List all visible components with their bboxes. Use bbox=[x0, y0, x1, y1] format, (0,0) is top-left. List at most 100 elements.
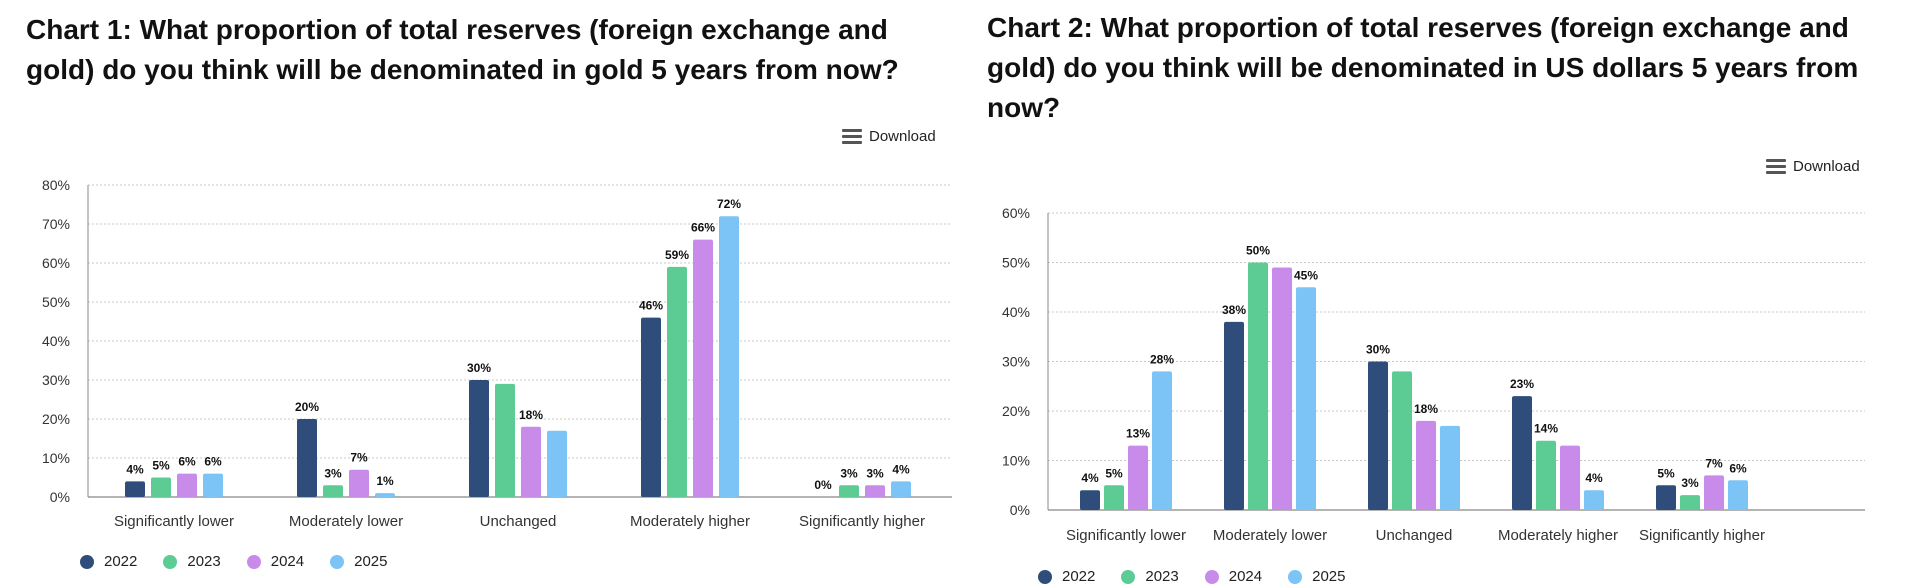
data-label: 4% bbox=[1585, 471, 1603, 485]
data-label: 3% bbox=[1681, 476, 1699, 490]
y-tick-label: 0% bbox=[1010, 502, 1030, 518]
y-tick-label: 30% bbox=[1002, 354, 1030, 370]
legend-dot-icon bbox=[1038, 569, 1052, 584]
bar bbox=[1704, 475, 1724, 510]
bar-chart: 0% 10% 20% 30% 40% 50% 60% 70% 80% 4% 5% 6% 6% Signif… bbox=[42, 177, 952, 530]
bar bbox=[177, 473, 197, 497]
data-label: 3% bbox=[866, 466, 884, 480]
data-label: 46% bbox=[639, 299, 663, 313]
y-tick-label: 60% bbox=[42, 255, 70, 271]
data-label: 72% bbox=[717, 197, 741, 211]
bar bbox=[1656, 485, 1676, 510]
data-label: 3% bbox=[324, 466, 342, 480]
legend-item[interactable]: 2024 bbox=[1204, 568, 1263, 585]
legend-item[interactable]: 2023 bbox=[1121, 568, 1179, 585]
bar bbox=[469, 380, 489, 497]
data-label: 14% bbox=[1534, 422, 1558, 436]
bar bbox=[891, 481, 911, 497]
legend-dot-icon bbox=[1204, 569, 1219, 584]
legend-item[interactable]: 2024 bbox=[246, 553, 305, 570]
legend-label: 2023 bbox=[187, 553, 221, 570]
bar bbox=[1104, 485, 1124, 510]
bar bbox=[1512, 396, 1532, 510]
data-label: 45% bbox=[1294, 268, 1318, 282]
legend-item[interactable]: 2025 bbox=[1288, 568, 1346, 585]
chart-legend: 2022 2023 2024 2025 bbox=[80, 553, 414, 570]
bar bbox=[865, 485, 885, 497]
x-category-label: Unchanged bbox=[480, 513, 557, 530]
bar bbox=[1440, 425, 1460, 510]
legend-label: 2025 bbox=[1312, 568, 1346, 585]
legend-item[interactable]: 2022 bbox=[1038, 568, 1095, 585]
data-label: 5% bbox=[1105, 466, 1123, 480]
legend-label: 2023 bbox=[1145, 568, 1179, 585]
data-label: 30% bbox=[467, 361, 491, 375]
x-category-label: Significantly lower bbox=[1066, 527, 1186, 544]
x-category-label: Moderately higher bbox=[630, 513, 750, 530]
download-button[interactable]: Download bbox=[842, 128, 936, 145]
bar bbox=[1560, 445, 1580, 510]
bar bbox=[375, 493, 395, 497]
data-label: 4% bbox=[126, 462, 144, 476]
data-label: 6% bbox=[204, 455, 222, 469]
legend-label: 2024 bbox=[1228, 568, 1263, 585]
data-label: 4% bbox=[1081, 471, 1099, 485]
x-category-label: Significantly higher bbox=[1639, 527, 1765, 544]
y-tick-label: 10% bbox=[1002, 453, 1030, 469]
data-label: 23% bbox=[1510, 377, 1534, 391]
bar bbox=[1272, 267, 1292, 510]
chart-panel-1: Chart 1: What proportion of total reserv… bbox=[26, 14, 952, 570]
data-label: 1% bbox=[376, 474, 394, 488]
bar bbox=[125, 481, 145, 497]
legend-item[interactable]: 2023 bbox=[163, 553, 221, 570]
bar bbox=[1080, 490, 1100, 510]
bar bbox=[839, 485, 859, 497]
bar bbox=[151, 477, 171, 497]
y-tick-label: 70% bbox=[42, 216, 70, 232]
data-label: 50% bbox=[1246, 244, 1270, 258]
bar bbox=[641, 317, 661, 497]
bar bbox=[203, 473, 223, 497]
y-tick-label: 50% bbox=[1002, 255, 1030, 271]
data-label: 20% bbox=[295, 400, 319, 414]
data-label: 66% bbox=[691, 221, 715, 235]
download-button[interactable]: Download bbox=[1766, 158, 1860, 175]
hamburger-menu-icon bbox=[1766, 159, 1786, 174]
data-label: 30% bbox=[1366, 343, 1390, 357]
bar bbox=[1152, 371, 1172, 510]
legend-label: 2024 bbox=[270, 553, 305, 570]
data-label: 6% bbox=[1729, 461, 1747, 475]
legend-label: 2022 bbox=[104, 553, 138, 570]
data-label: 7% bbox=[1705, 456, 1723, 470]
hamburger-menu-icon bbox=[842, 129, 862, 144]
y-tick-label: 20% bbox=[1002, 403, 1030, 419]
x-category-label: Moderately lower bbox=[289, 513, 403, 530]
x-category-label: Unchanged bbox=[1376, 527, 1453, 544]
download-label: Download bbox=[1793, 158, 1860, 175]
legend-item[interactable]: 2022 bbox=[80, 553, 137, 570]
bar bbox=[693, 239, 713, 497]
bar bbox=[1392, 371, 1412, 510]
data-label: 5% bbox=[152, 459, 170, 473]
chart-title: Chart 2: What proportion of total reserv… bbox=[987, 12, 1859, 123]
legend-item[interactable]: 2025 bbox=[330, 553, 388, 570]
bar bbox=[719, 216, 739, 497]
bar bbox=[1128, 445, 1148, 510]
bar bbox=[349, 469, 369, 497]
bar bbox=[1728, 480, 1748, 510]
data-label: 6% bbox=[178, 455, 196, 469]
legend-label: 2022 bbox=[1062, 568, 1096, 585]
bar bbox=[323, 485, 343, 497]
y-tick-label: 50% bbox=[42, 294, 70, 310]
data-label: 3% bbox=[840, 466, 858, 480]
y-tick-label: 40% bbox=[42, 333, 70, 349]
bar bbox=[297, 419, 317, 497]
y-tick-label: 40% bbox=[1002, 304, 1030, 320]
y-tick-label: 10% bbox=[42, 450, 70, 466]
bar bbox=[1680, 495, 1700, 510]
x-category-label: Moderately higher bbox=[1498, 527, 1618, 544]
bar bbox=[1416, 420, 1436, 510]
data-label: 0% bbox=[814, 478, 832, 492]
x-category-label: Moderately lower bbox=[1213, 527, 1327, 544]
bar bbox=[667, 266, 687, 497]
